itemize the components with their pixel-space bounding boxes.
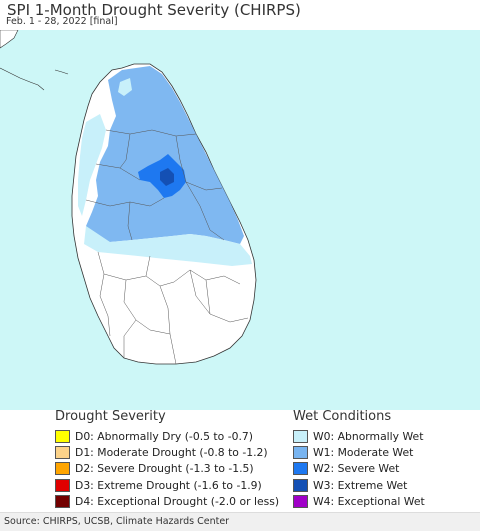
swatch-w2: [293, 462, 308, 476]
india-landmass: [0, 30, 19, 49]
legend-label-w1: W1: Moderate Wet: [313, 445, 414, 459]
legend-label-d0: D0: Abnormally Dry (-0.5 to -0.7): [75, 429, 253, 443]
legend-item-w0: W0: Abnormally Wet: [293, 428, 425, 444]
legend-item-w2: W2: Severe Wet: [293, 461, 425, 477]
legend-item-w4: W4: Exceptional Wet: [293, 494, 425, 510]
legend-label-d3: D3: Extreme Drought (-1.6 to -1.9): [75, 478, 262, 492]
legend-item-d4: D4: Exceptional Drought (-2.0 or less): [55, 494, 279, 510]
swatch-d3: [55, 478, 70, 492]
w0-zone-north: [118, 78, 132, 96]
wet-legend: Wet Conditions W0: Abnormally Wet W1: Mo…: [293, 409, 425, 510]
legend-item-w3: W3: Extreme Wet: [293, 477, 425, 493]
w0-zone-west: [78, 114, 106, 216]
page-title: SPI 1-Month Drought Severity (CHIRPS): [4, 1, 304, 19]
w1-zone: [86, 66, 244, 244]
swatch-w4: [293, 495, 308, 509]
legend-item-d2: D2: Severe Drought (-1.3 to -1.5): [55, 461, 279, 477]
district-boundaries: [85, 129, 249, 365]
legend-label-w0: W0: Abnormally Wet: [313, 429, 424, 443]
wet-legend-heading: Wet Conditions: [293, 409, 392, 424]
legend-item-d0: D0: Abnormally Dry (-0.5 to -0.7): [55, 428, 279, 444]
source-credit: Source: CHIRPS, UCSB, Climate Hazards Ce…: [4, 516, 230, 527]
legend-label-w4: W4: Exceptional Wet: [313, 495, 425, 509]
footer: Source: CHIRPS, UCSB, Climate Hazards Ce…: [0, 512, 480, 531]
legend-label-d4: D4: Exceptional Drought (-2.0 or less): [75, 495, 280, 509]
w3-zone: [160, 168, 174, 186]
legend-item-d3: D3: Extreme Drought (-1.6 to -1.9): [55, 477, 279, 493]
swatch-d0: [55, 429, 70, 443]
legend-label-w3: W3: Extreme Wet: [313, 478, 408, 492]
swatch-d4: [55, 495, 70, 509]
date-range: Feb. 1 - 28, 2022 [final]: [6, 16, 118, 27]
adams-bridge: [54, 69, 69, 75]
drought-map: [0, 30, 257, 365]
map-area: [0, 30, 480, 410]
drought-legend: Drought Severity D0: Abnormally Dry (-0.…: [55, 409, 279, 510]
swatch-w0: [293, 429, 308, 443]
swatch-d2: [55, 462, 70, 476]
legend-item-d1: D1: Moderate Drought (-0.8 to -1.2): [55, 444, 279, 460]
legend-item-w1: W1: Moderate Wet: [293, 444, 425, 460]
india-coast-detail: [0, 67, 45, 91]
swatch-d1: [55, 445, 70, 459]
w0-zone-south: [84, 226, 252, 266]
legend-label-w2: W2: Severe Wet: [313, 462, 400, 476]
drought-legend-heading: Drought Severity: [55, 409, 166, 424]
swatch-w1: [293, 445, 308, 459]
legend-label-d1: D1: Moderate Drought (-0.8 to -1.2): [75, 445, 268, 459]
swatch-w3: [293, 478, 308, 492]
legend-label-d2: D2: Severe Drought (-1.3 to -1.5): [75, 462, 254, 476]
